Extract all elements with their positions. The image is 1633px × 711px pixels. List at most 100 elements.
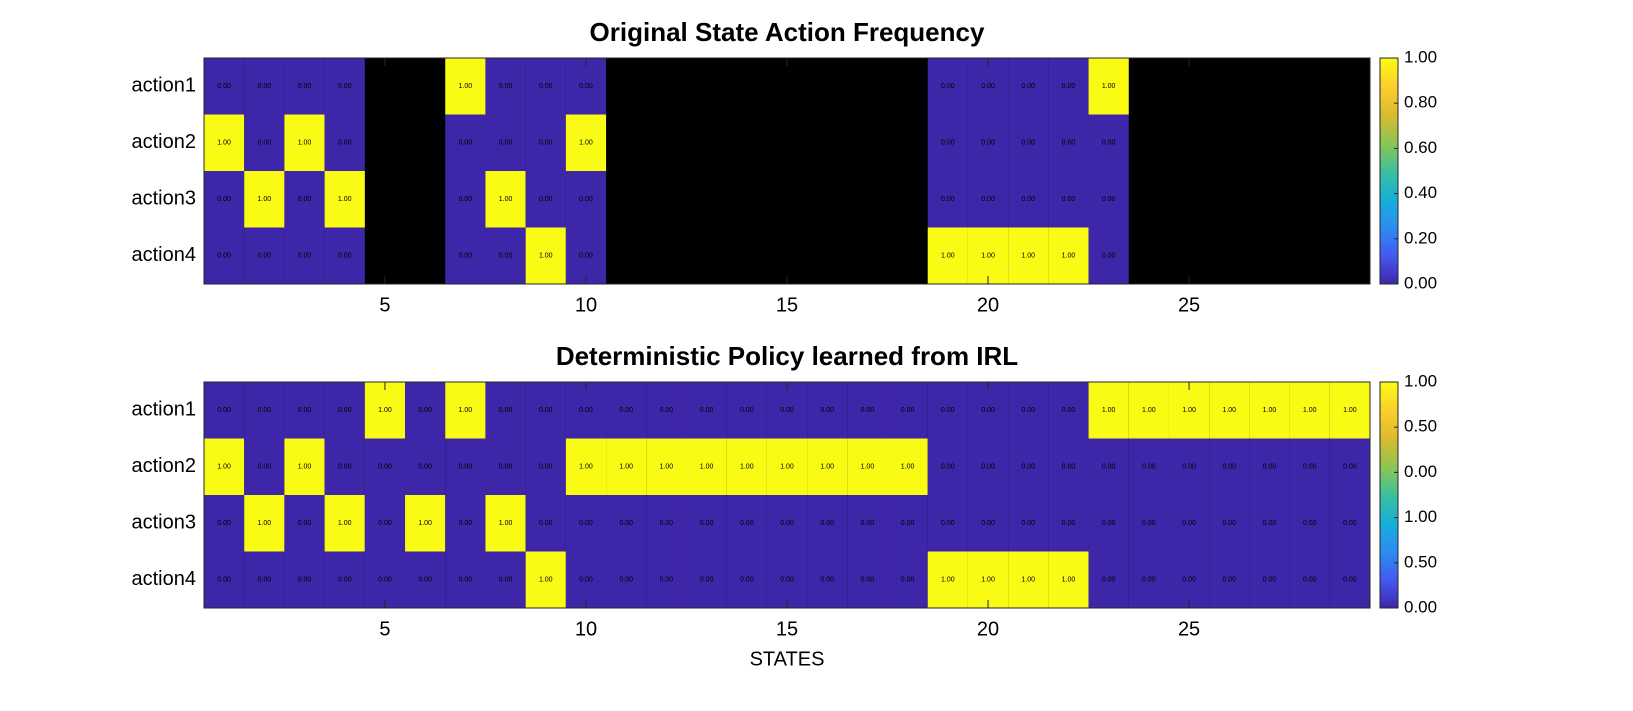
cell-label: 1.00 [1303, 407, 1317, 414]
cell-label: 0.00 [298, 520, 312, 527]
cell-label: 0.00 [539, 140, 553, 147]
cell-label: 1.00 [298, 140, 312, 147]
cell-label: 1.00 [981, 253, 995, 260]
heatmap-cell [204, 58, 245, 115]
colorbar-step [1380, 128, 1398, 133]
heatmap-cell [967, 438, 1009, 495]
colorbar-step [1380, 259, 1398, 264]
cell-label: 1.00 [700, 464, 714, 471]
colorbar-step [1380, 512, 1398, 517]
heatmap-cell [1048, 382, 1089, 439]
heatmap-cell [1088, 58, 1129, 115]
heatmap-cell [405, 438, 446, 495]
cell-label: 1.00 [539, 577, 553, 584]
heatmap-cell [284, 171, 325, 228]
heatmap-cell [1008, 58, 1049, 115]
heatmap-cell [1168, 438, 1210, 495]
cell-label: 0.00 [217, 83, 231, 90]
colorbar-step [1380, 562, 1398, 567]
cell-label: 0.00 [941, 464, 955, 471]
x-tick-label: 10 [575, 618, 597, 640]
heatmap-cell [766, 495, 808, 552]
heatmap-cell [847, 382, 888, 439]
cell-label: 0.00 [1343, 577, 1357, 584]
cell-label: 0.00 [298, 253, 312, 260]
colorbar-step [1380, 382, 1398, 387]
colorbar-step [1380, 452, 1398, 457]
heatmap-cell [646, 382, 687, 439]
cell-label: 0.00 [901, 407, 915, 414]
heatmap-cell [686, 438, 727, 495]
colorbar-step [1380, 223, 1398, 228]
colorbar-step [1380, 139, 1398, 144]
colorbar-tick-label: 0.00 [1404, 597, 1437, 616]
heatmap-cell [606, 382, 647, 439]
heatmap-cell [1329, 382, 1370, 439]
colorbar-step [1380, 58, 1398, 63]
y-tick-label: action4 [132, 244, 197, 266]
heatmap-cell [204, 438, 245, 495]
cell-label: 0.00 [1263, 520, 1277, 527]
heatmap-cell [726, 382, 767, 439]
cell-label: 0.00 [1343, 520, 1357, 527]
colorbar-step [1380, 399, 1398, 404]
heatmap-cell [1088, 495, 1129, 552]
heatmap-cell [1329, 551, 1370, 608]
cell-label: 1.00 [1102, 83, 1116, 90]
cell-label: 0.00 [941, 407, 955, 414]
heatmap-cell [1249, 382, 1290, 439]
heatmap-cell [485, 227, 526, 284]
cell-label: 0.00 [981, 407, 995, 414]
colorbar-step [1380, 216, 1398, 221]
colorbar-step [1380, 248, 1398, 253]
heatmap-cell [766, 551, 808, 608]
cell-label: 0.00 [861, 520, 875, 527]
heatmap-cell [1008, 114, 1049, 171]
colorbar-step [1380, 505, 1398, 510]
colorbar-step [1380, 396, 1398, 401]
cell-label: 0.00 [1021, 196, 1035, 203]
colorbar-tick-label: 1.00 [1404, 47, 1437, 66]
x-tick-label: 20 [977, 294, 999, 316]
heatmap-cell [445, 495, 486, 552]
colorbar-step [1380, 135, 1398, 140]
cell-label: 0.00 [579, 196, 593, 203]
heatmap-cell [726, 495, 767, 552]
colorbar-step [1380, 487, 1398, 492]
cell-label: 0.00 [459, 140, 473, 147]
heatmap-cell [445, 438, 486, 495]
cell-label: 0.00 [257, 83, 271, 90]
colorbar-step [1380, 82, 1398, 87]
colorbar-step [1380, 171, 1398, 176]
colorbar-step [1380, 470, 1398, 475]
heatmap-cell [606, 438, 647, 495]
heatmap-cell [1249, 495, 1290, 552]
cell-label: 0.00 [1142, 520, 1156, 527]
cell-label: 0.00 [1062, 407, 1076, 414]
colorbar-step [1380, 530, 1398, 535]
cell-label: 0.00 [1222, 577, 1236, 584]
cell-label: 0.00 [1182, 577, 1196, 584]
colorbar-step [1380, 597, 1398, 602]
cell-label: 0.00 [499, 464, 513, 471]
x-tick-label: 10 [575, 294, 597, 316]
heatmap-cell [1008, 495, 1049, 552]
heatmap-cell [485, 495, 526, 552]
heatmap-cell [1088, 227, 1129, 284]
colorbar-step [1380, 220, 1398, 225]
colorbar-step [1380, 424, 1398, 429]
colorbar-step [1380, 245, 1398, 250]
colorbar-frame [1379, 381, 1399, 609]
heatmap-cell [525, 171, 566, 228]
heatmap-cell [967, 382, 1009, 439]
x-tick-label: 5 [379, 618, 390, 640]
heatmap-cell [244, 438, 285, 495]
cell-label: 0.00 [499, 83, 513, 90]
colorbar-step [1380, 269, 1398, 274]
colorbar-step [1380, 526, 1398, 531]
heatmap-cell [847, 551, 888, 608]
heatmap-cell [807, 495, 848, 552]
cell-label: 0.00 [1102, 577, 1116, 584]
heatmap-cell [1289, 551, 1330, 608]
colorbar-step [1380, 238, 1398, 243]
